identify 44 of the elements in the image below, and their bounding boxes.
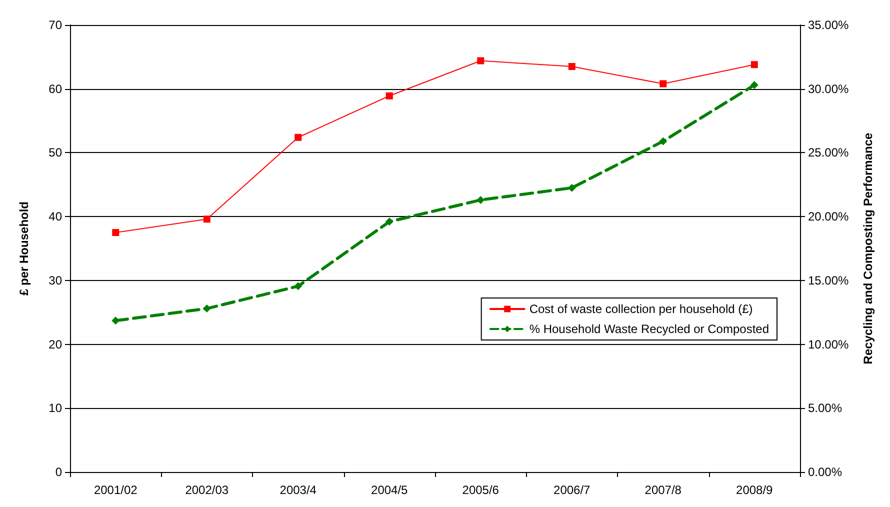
point [385,218,394,226]
point [568,184,576,192]
point [294,134,302,141]
legend-label: Cost of waste collection per household (£) [529,302,753,316]
x-tick-label: 2004/5 [371,483,408,497]
point [568,63,576,70]
point [112,316,120,325]
x-tick-label: 2005/6 [462,483,500,497]
y-tick-label: 20 [48,337,62,352]
x-tick-label: 2001/02 [94,483,138,497]
x-tick-label: 2002/03 [185,483,229,497]
y2-tick-label: 20.00% [808,210,850,224]
point [386,92,393,100]
y-tick-label: 10 [48,401,62,416]
x-tick-label: 2008/9 [736,483,774,497]
x-tick-label: 2007/8 [644,483,682,497]
y-tick-label: 60 [48,82,62,96]
point [476,196,485,204]
y2-axis-title: Recycling and Composting Performance [861,132,875,364]
y2-tick-label: 15.00% [808,273,850,288]
legend-label: % Household Waste Recycled or Composted [529,322,770,336]
y2-tick-label: 0.00% [808,465,842,479]
x-tick-label: 2006/7 [554,483,591,497]
point [660,80,667,88]
y-axis-title: £ per Household [17,201,31,296]
y2-tick-label: 35.00% [808,18,850,32]
y-tick-label: 30 [48,273,62,288]
y-tick-label: 0 [55,465,62,479]
y2-tick-label: 10.00% [808,337,850,352]
y2-tick-label: 5.00% [808,401,842,416]
point [202,304,211,313]
point [294,282,302,290]
point [203,216,210,223]
point [112,229,120,236]
y2-tick-label: 25.00% [808,146,850,160]
y2-tick-label: 30.00% [808,82,850,96]
y-tick-label: 50 [48,146,62,160]
y-tick-label: 70 [48,18,62,32]
point [477,57,484,64]
point [750,81,758,90]
y-tick-label: 40 [48,210,62,224]
point [659,137,668,146]
x-tick-label: 2003/4 [280,483,317,497]
point [750,61,758,68]
